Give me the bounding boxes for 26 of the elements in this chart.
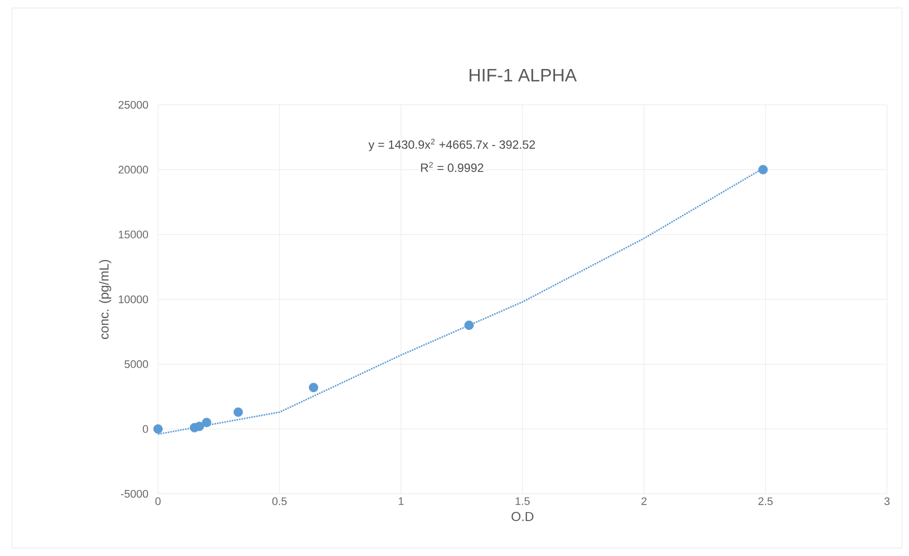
x-axis-title: O.D xyxy=(512,512,534,522)
x-tick-label: 2 xyxy=(642,497,647,505)
y-tick-label: 0 xyxy=(142,425,148,433)
point xyxy=(153,424,163,434)
x-tick-label: 0 xyxy=(155,497,161,506)
point xyxy=(234,407,243,417)
y-tick-label: 15000 xyxy=(118,230,148,238)
x-tick-label: 2.5 xyxy=(758,497,773,506)
point xyxy=(308,382,318,392)
x-tick-label: 3 xyxy=(884,497,890,506)
point xyxy=(464,320,474,330)
y-tick-label: -5000 xyxy=(120,490,148,498)
y-tick-label: 10000 xyxy=(118,295,148,304)
point xyxy=(202,418,212,428)
chart-title: HIF-1 ALPHA xyxy=(470,68,577,82)
annotation: y = 1430.9x$^{2}$ +4665.7x - 392.52 xyxy=(368,138,535,152)
x-tick-label: 1 xyxy=(398,497,404,505)
y-tick-label: 20000 xyxy=(118,166,148,174)
x-tick-label: 1.5 xyxy=(516,497,530,505)
y-tick-label: 25000 xyxy=(118,100,148,109)
point xyxy=(194,422,204,432)
y-axis-title: conc. (pg/mL) xyxy=(99,260,112,339)
point xyxy=(758,164,768,174)
x-tick-label: 0.5 xyxy=(272,497,287,506)
annotation: R$^{2}$ = 0.9992 xyxy=(421,162,484,172)
y-tick-label: 5000 xyxy=(124,360,148,368)
